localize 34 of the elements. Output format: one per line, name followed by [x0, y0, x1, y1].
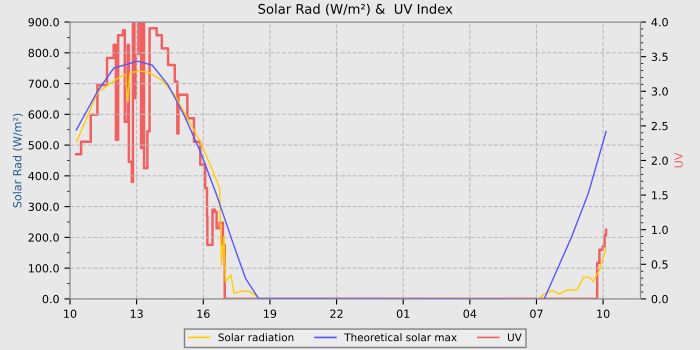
- y-tick-label: 0.0: [42, 294, 59, 304]
- legend-label: Solar radiation: [218, 333, 294, 342]
- y2-tick-label: 0.5: [652, 260, 668, 269]
- legend-label: Theoretical solar max: [344, 333, 457, 342]
- y-tick-label: 500.0: [28, 141, 59, 150]
- y-tick-label: 900.0: [28, 18, 59, 26]
- y-tick-label: 400.0: [28, 172, 59, 180]
- legend-label: UV: [508, 334, 522, 342]
- y-tick-label: 600.0: [28, 110, 59, 119]
- x-tick-label: 10: [597, 310, 610, 318]
- y2-tick-label: 3.0: [652, 87, 668, 96]
- x-tick-label: 04: [463, 310, 476, 318]
- x-tick-label: 16: [197, 310, 210, 318]
- x-tick-label: 10: [64, 310, 76, 318]
- x-tick-label: 19: [264, 310, 276, 318]
- y-tick-label: 700.0: [28, 80, 59, 88]
- x-tick-label: 13: [130, 310, 143, 318]
- x-tick-label: 07: [530, 310, 543, 318]
- y2-tick-label: 1.5: [652, 191, 668, 200]
- y-tick-label: 200.0: [28, 233, 59, 242]
- y2-tick-label: 2.5: [652, 122, 668, 130]
- y-tick-label: 800.0: [28, 48, 59, 58]
- y-axis-title: Solar Rad (W/m²): [12, 114, 23, 208]
- chart-title: Solar Rad (W/m²) & UV Index: [258, 4, 452, 16]
- y2-tick-label: 4.0: [651, 18, 668, 26]
- y2-tick-label: 3.5: [652, 52, 668, 62]
- x-tick-label: 01: [396, 310, 410, 318]
- y2-tick-label: 2.0: [652, 156, 668, 165]
- x-tick-label: 22: [330, 310, 343, 318]
- y-tick-label: 300.0: [28, 202, 59, 211]
- y2-tick-label: 1.0: [652, 226, 668, 234]
- y2-axis-title: UV: [674, 152, 683, 168]
- y-tick-label: 100.0: [28, 264, 59, 273]
- y2-tick-label: 0.0: [652, 294, 668, 304]
